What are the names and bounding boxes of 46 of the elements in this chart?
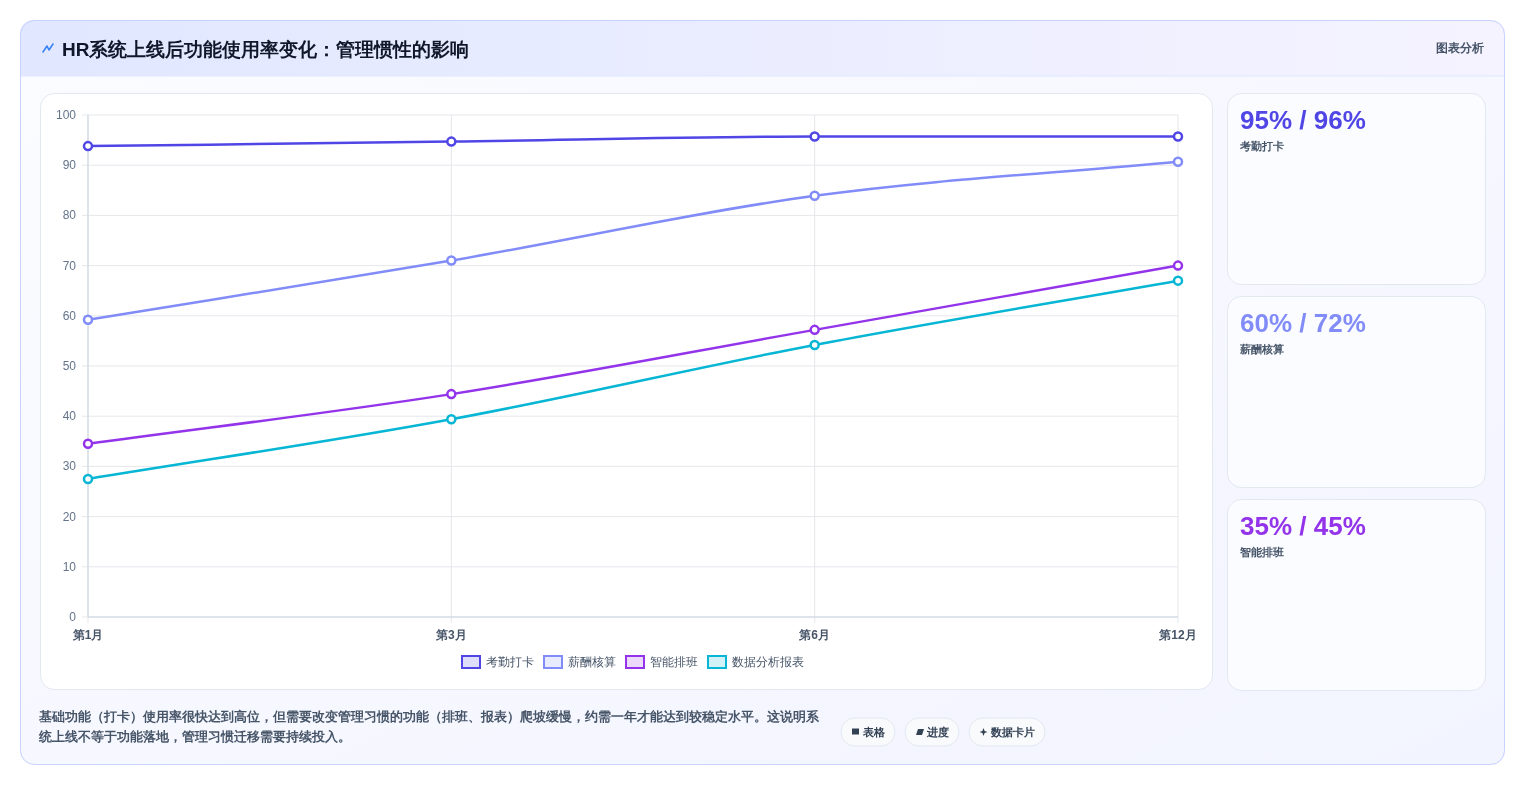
- point: [446, 255, 457, 266]
- text: 进度: [926, 726, 949, 738]
- y-tick-label: 50: [62, 359, 77, 373]
- x-tick-label: 第6月: [798, 628, 831, 642]
- point: [446, 136, 457, 147]
- text: 智能排班: [1239, 546, 1284, 558]
- point: [1172, 156, 1184, 167]
- point: [82, 473, 94, 485]
- point: [82, 140, 94, 152]
- point: [446, 413, 457, 425]
- y-tick-label: 100: [55, 108, 77, 122]
- x-tick-label: 第3月: [434, 628, 467, 642]
- text: 60% / 72%: [1240, 308, 1366, 338]
- point: [809, 190, 820, 202]
- x-tick-label: 第1月: [71, 628, 104, 642]
- legend-label: 智能排班: [650, 655, 698, 669]
- x-tick-label: 第12月: [1158, 628, 1197, 642]
- point: [1172, 260, 1184, 271]
- y-tick-label: 20: [62, 509, 77, 524]
- text: 95% / 96%: [1240, 105, 1366, 135]
- y-tick-label: 30: [62, 459, 77, 474]
- point: [1172, 275, 1184, 286]
- legend-label: 数据分析报表: [732, 655, 804, 669]
- y-tick-label: 80: [62, 208, 77, 223]
- y-tick-label: 10: [62, 559, 77, 574]
- point: [809, 131, 820, 142]
- text: 图表分析: [1436, 41, 1484, 55]
- point: [82, 438, 94, 450]
- y-tick-label: 0: [69, 610, 77, 624]
- point: [446, 388, 457, 400]
- text: 基础功能（打卡）使用率很快达到高位，但需要改变管理习惯的功能（排班、报表）爬坡缓慢，约需一年才能达到较稳定水平。这说明系统上线不等于功能落地，管理习惯迁移需要持续投入。: [38, 708, 820, 744]
- text: 表格: [862, 726, 886, 738]
- point: [1172, 131, 1184, 142]
- text: 考勤打卡: [1239, 140, 1284, 152]
- y-tick-label: 40: [62, 409, 77, 424]
- text: 数据卡片: [990, 726, 1035, 738]
- text: 35% / 45%: [1240, 511, 1366, 541]
- text: 薪酬核算: [1239, 343, 1284, 355]
- legend-label: 薪酬核算: [568, 655, 616, 669]
- chart-title: HR系统上线后功能使用率变化：管理惯性的影响: [62, 38, 470, 60]
- y-tick-label: 70: [62, 258, 77, 273]
- point: [809, 324, 820, 336]
- y-tick-label: 60: [62, 308, 77, 323]
- point: [809, 339, 820, 351]
- y-tick-label: 90: [62, 158, 77, 173]
- legend-label: 考勤打卡: [486, 655, 534, 669]
